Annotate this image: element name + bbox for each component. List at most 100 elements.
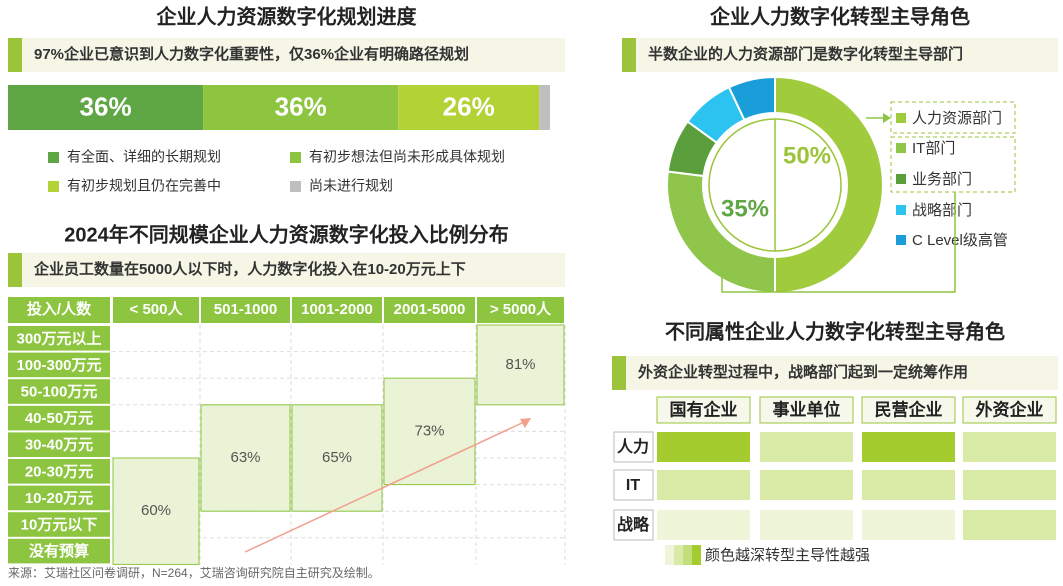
header-cell xyxy=(477,297,564,323)
row-header-cell xyxy=(8,459,110,484)
section-title: 企业人力数字化转型主导角色 xyxy=(709,4,970,28)
row-label: 50-100万元 xyxy=(21,383,98,400)
legend-label: 有全面、详细的长期规划 xyxy=(67,149,221,165)
section-title: 不同属性企业人力数字化转型主导角色 xyxy=(665,319,1005,343)
bar-segment xyxy=(8,85,204,130)
bar-segment xyxy=(203,85,399,130)
section-title: 2024年不同规模企业人力资源数字化投入比例分布 xyxy=(64,222,509,246)
section-subtitle: 企业员工数量在5000人以下时，人力数字化投入在10-20万元上下 xyxy=(33,260,466,278)
row-label: 人力 xyxy=(617,437,649,456)
header-cell xyxy=(8,297,110,323)
source-note: 来源：艾瑞社区问卷调研，N=264，艾瑞咨询研究院自主研究及绘制。 xyxy=(8,565,380,580)
column-label: 国有企业 xyxy=(670,399,738,419)
legend-swatch xyxy=(896,205,906,215)
range-box xyxy=(476,324,565,406)
column-header xyxy=(861,396,956,424)
heat-cell xyxy=(862,470,955,500)
row-header xyxy=(613,469,654,501)
legend-swatch xyxy=(896,174,906,184)
donut-segment xyxy=(727,75,776,122)
legend-label: 有初步规划且仍在完善中 xyxy=(67,178,221,194)
header-cell xyxy=(201,297,290,323)
trend-arrow xyxy=(244,421,525,553)
header-cell xyxy=(384,297,475,323)
heat-cell xyxy=(963,432,1056,462)
row-label: 300万元以上 xyxy=(16,330,101,347)
subtitle-accent xyxy=(612,356,626,390)
section-subtitle: 半数企业的人力资源部门是数字化转型主导部门 xyxy=(648,45,963,63)
row-label: 100-300万元 xyxy=(16,357,101,374)
arrow-head xyxy=(883,113,891,123)
legend-label: 颜色越深转型主导性越强 xyxy=(705,547,870,564)
legend-swatch xyxy=(674,545,683,565)
heat-cell xyxy=(862,510,955,540)
heat-cell xyxy=(657,432,750,462)
legend-swatch xyxy=(48,152,59,163)
row-label: 20-30万元 xyxy=(25,463,93,480)
value-label: 63% xyxy=(230,449,260,466)
subtitle-accent xyxy=(622,38,636,72)
bar-label: 36% xyxy=(275,91,327,121)
heat-cell xyxy=(657,510,750,540)
row-label: 40-50万元 xyxy=(25,410,93,427)
column-label: 501-1000 xyxy=(214,301,277,318)
section-subtitle: 97%企业已意识到人力数字化重要性，仅36%企业有明确路径规划 xyxy=(34,45,469,63)
column-label: 外资企业 xyxy=(976,399,1044,419)
column-label: 民营企业 xyxy=(875,399,943,419)
annotation-label: 50% xyxy=(783,142,831,169)
heat-cell xyxy=(760,432,853,462)
donut-segment xyxy=(666,170,776,295)
heat-cell xyxy=(657,470,750,500)
value-label: 73% xyxy=(414,422,444,439)
subtitle-accent xyxy=(8,38,22,72)
row-header-cell xyxy=(8,326,110,351)
header-cell xyxy=(113,297,199,323)
legend-swatch xyxy=(692,545,701,565)
corner-label: 投入/人数 xyxy=(27,300,92,318)
range-box xyxy=(112,457,200,565)
row-header-cell xyxy=(8,512,110,537)
legend-swatch xyxy=(290,152,301,163)
legend-label: 业务部门 xyxy=(912,171,972,188)
legend-swatch xyxy=(896,143,906,153)
heat-cell xyxy=(963,510,1056,540)
bar-label: 36% xyxy=(80,91,132,121)
annotation-connector xyxy=(721,192,956,293)
legend-label: 人力资源部门 xyxy=(912,110,1002,127)
row-header-cell xyxy=(8,379,110,404)
row-header-cell xyxy=(8,352,110,378)
legend-label: C Level级高管 xyxy=(912,232,1008,249)
column-header xyxy=(759,396,854,424)
group-box xyxy=(890,101,1016,134)
row-header-cell xyxy=(8,432,110,457)
heat-cell xyxy=(760,510,853,540)
group-box xyxy=(890,136,1016,193)
range-box xyxy=(200,404,291,512)
range-box xyxy=(291,404,383,512)
row-label: 没有预算 xyxy=(29,542,89,560)
column-label: > 5000人 xyxy=(490,301,552,318)
legend-swatch xyxy=(896,235,906,245)
range-box xyxy=(383,377,476,486)
heat-cell xyxy=(760,470,853,500)
column-label: 1001-2000 xyxy=(301,301,373,318)
row-header xyxy=(613,509,654,541)
legend-label: 战略部门 xyxy=(912,202,972,219)
legend-label: 尚未进行规划 xyxy=(309,178,393,194)
row-header-cell xyxy=(8,538,110,564)
bar-label: 26% xyxy=(443,91,495,121)
legend-swatch xyxy=(665,545,674,565)
column-header xyxy=(656,396,751,424)
subtitle-accent xyxy=(8,253,22,287)
row-label: 战略 xyxy=(617,515,650,534)
subtitle-bg xyxy=(622,38,1058,72)
column-label: < 500人 xyxy=(130,301,184,318)
legend-swatch xyxy=(290,181,301,192)
value-label: 60% xyxy=(141,502,171,519)
subtitle-bg xyxy=(612,356,1058,390)
bar-segment xyxy=(539,85,550,130)
row-header-cell xyxy=(8,485,110,511)
heat-cell xyxy=(963,470,1056,500)
